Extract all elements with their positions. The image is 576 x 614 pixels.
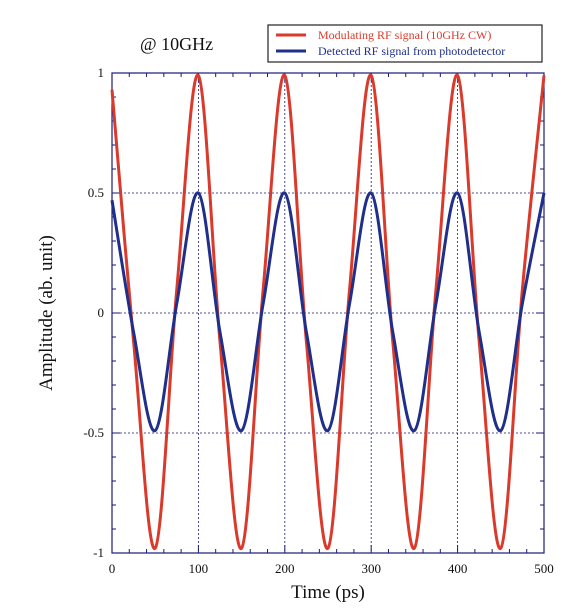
annotation-text: @ 10GHz [140, 34, 213, 54]
x-axis-label: Time (ps) [291, 582, 365, 603]
x-tick-label: 200 [275, 561, 295, 576]
legend-box [267, 24, 543, 63]
legend-label-modulating: Modulating RF signal (10GHz CW) [318, 28, 491, 42]
legend-label-detected: Detected RF signal from photodetector [318, 44, 505, 58]
y-tick-label: 1 [98, 65, 105, 80]
y-tick-label: 0 [98, 305, 105, 320]
y-tick-label: -1 [93, 545, 104, 560]
series-layer [110, 73, 546, 550]
x-tick-label: 0 [109, 561, 116, 576]
y-axis-label: Amplitude (ab. unit) [36, 235, 57, 391]
x-tick-label: 400 [448, 561, 468, 576]
x-tick-label: 300 [361, 561, 381, 576]
y-tick-label: -0.5 [83, 425, 104, 440]
legend: Modulating RF signal (10GHz CW) Detected… [267, 24, 543, 63]
x-tick-label: 100 [189, 561, 209, 576]
tick-labels: 0 100 200 300 400 500 1 0.5 0 -0.5 -1 [83, 65, 553, 576]
grid-lines [112, 73, 544, 553]
y-tick-label: 0.5 [88, 185, 104, 200]
x-tick-label: 500 [534, 561, 554, 576]
series-line-modulating [110, 73, 546, 550]
series-line-detected [110, 191, 546, 433]
